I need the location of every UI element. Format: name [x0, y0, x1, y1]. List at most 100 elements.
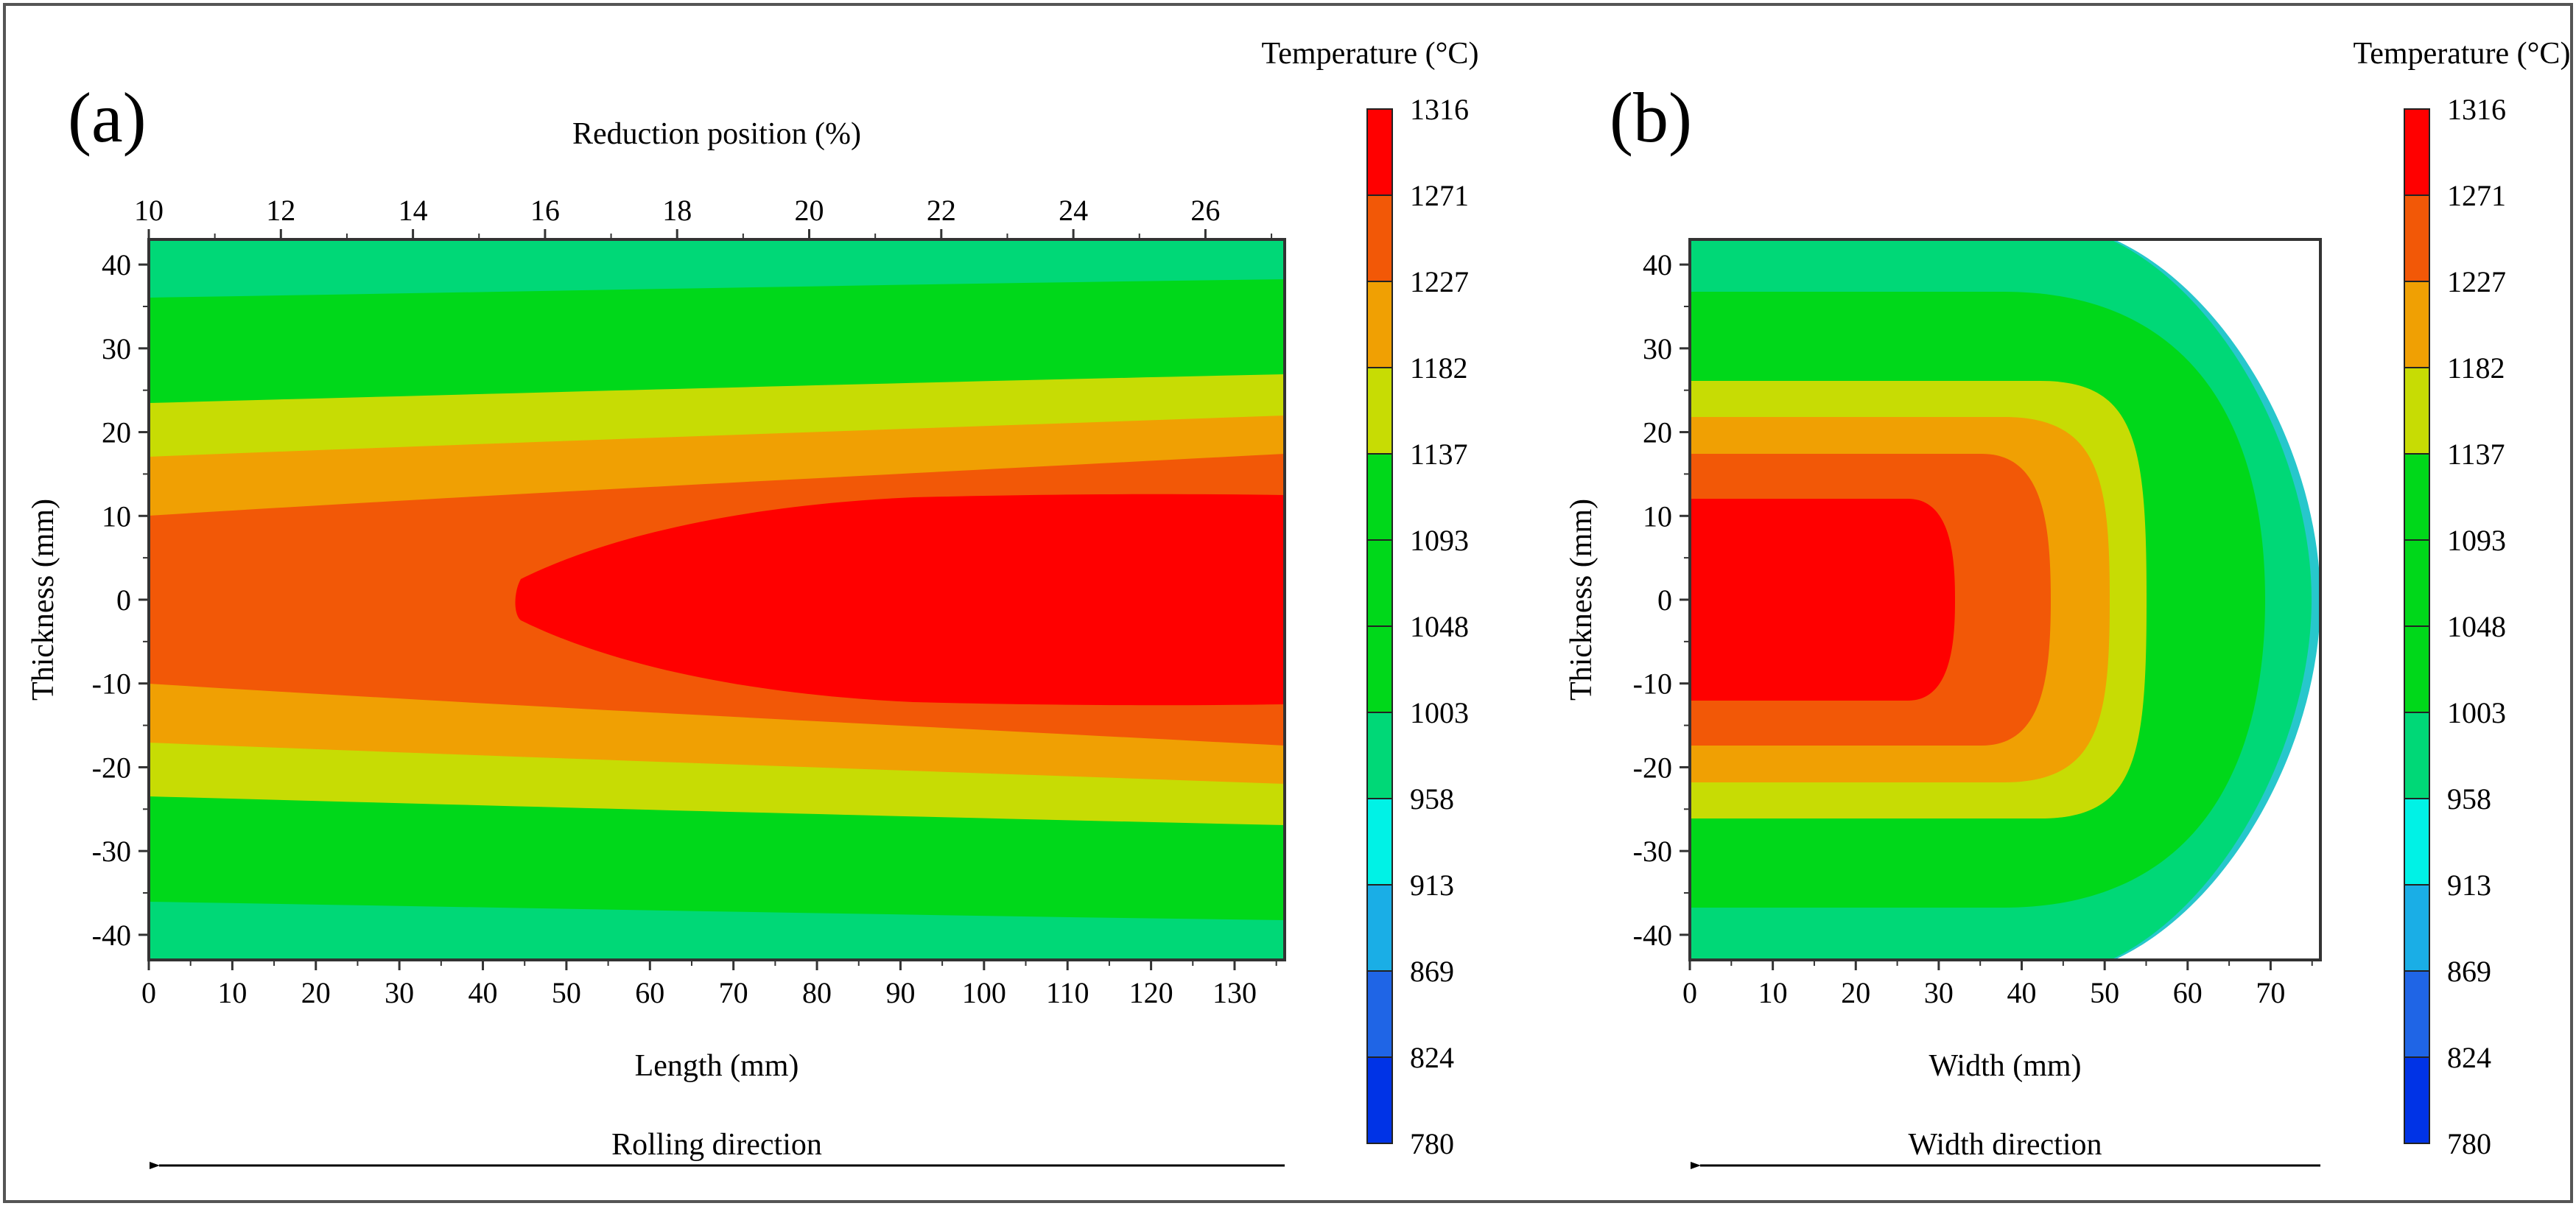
colorbar-b-swatch [2404, 454, 2429, 541]
colorbar-b-swatch [2404, 281, 2429, 368]
panel-b-x-tick-label: 40 [2007, 976, 2037, 1009]
panel-a-y-tick-label: 0 [116, 583, 131, 617]
panel-a-x-tick-label: 30 [385, 976, 414, 1009]
panel-b-x-tick-label: 10 [1758, 976, 1788, 1009]
colorbar-a-level-label: 1271 [1410, 179, 1469, 212]
colorbar-b-level-label: 913 [2447, 869, 2491, 902]
panel-a-top-tick-label: 18 [662, 194, 692, 227]
panel-a-y-tick-label: 10 [102, 499, 131, 533]
colorbar-b-title: Temperature (°C) [2354, 37, 2571, 71]
panel-a-direction-label: Rolling direction [611, 1128, 822, 1162]
panel-b-x-tick-label: 20 [1841, 976, 1870, 1009]
colorbar-b-level-label: 958 [2447, 782, 2491, 816]
panel-a-secondary-xlabel: Reduction position (%) [572, 117, 861, 151]
panel-b-x-tick-label: 50 [2090, 976, 2119, 1009]
colorbar-a-level-label: 1227 [1410, 265, 1469, 298]
colorbar-a-swatch [1367, 626, 1392, 713]
colorbar-a-swatch [1367, 454, 1392, 541]
colorbar-b-swatch [2404, 971, 2429, 1058]
panel-b-ylabel: Thickness (mm) [1565, 499, 1598, 701]
panel-b-x-tick-label: 0 [1682, 976, 1697, 1009]
colorbar-b-swatch [2404, 195, 2429, 282]
panel-a-top-tick-label: 26 [1190, 194, 1220, 227]
colorbar-a-level-label: 1182 [1410, 351, 1468, 385]
panel-a-x-tick-label: 20 [301, 976, 331, 1009]
colorbar-b-level-label: 1271 [2447, 179, 2506, 212]
panel-b-y-tick-label: 10 [1643, 499, 1672, 533]
panel-a-secondary-ticks: 10 12 14 16 18 20 22 24 26 [134, 194, 1273, 239]
panel-b-xlabel: Width (mm) [1929, 1049, 2081, 1083]
colorbar-a-level-label: 1048 [1410, 610, 1469, 643]
colorbar-b-level-label: 869 [2447, 955, 2491, 988]
panel-a-y-ticks: 40 30 20 10 0 -10 -20 -30 -40 [92, 248, 149, 952]
panel-a-x-tick-label: 40 [468, 976, 498, 1009]
colorbar-b-level-label: 1003 [2447, 696, 2506, 729]
colorbar-b-swatch [2404, 626, 2429, 713]
panel-a-top-tick-label: 12 [266, 194, 295, 227]
colorbar-b-level-label: 1227 [2447, 265, 2506, 298]
colorbar-b: Temperature (°C) 1316 1271 1227 1182 1137 109… [2354, 37, 2571, 1160]
panel-a-y-tick-label: -30 [92, 835, 131, 868]
panel-b-x-tick-label: 30 [1924, 976, 1954, 1009]
panel-a-top-tick-label: 24 [1059, 194, 1088, 227]
panel-b-y-tick-label: -20 [1633, 751, 1672, 784]
panel-a-top-tick-label: 20 [795, 194, 824, 227]
colorbar-b-swatch [2404, 885, 2429, 972]
panel-a-y-tick-label: 40 [102, 248, 131, 281]
panel-a-x-tick-label: 60 [635, 976, 664, 1009]
colorbar-a-swatch [1367, 885, 1392, 972]
panel-b: (b) 0 10 20 30 40 50 60 70 40 30 20 10 0 -10 -20 -30 -4… [1565, 78, 2322, 1169]
panel-a-x-tick-label: 100 [962, 976, 1006, 1009]
panel-b-label: (b) [1610, 78, 1692, 157]
panel-a-top-tick-label: 16 [530, 194, 560, 227]
colorbar-b-level-label: 1048 [2447, 610, 2506, 643]
panel-a-y-tick-label: -40 [92, 919, 131, 952]
colorbar-a-swatch [1367, 1057, 1392, 1144]
colorbar-a: Temperature (°C) 1316 1271 1227 1182 1137 109… [1262, 37, 1479, 1160]
colorbar-b-swatch [2404, 368, 2429, 455]
panel-b-y-tick-label: 40 [1643, 248, 1672, 281]
panel-b-y-tick-label: 30 [1643, 332, 1672, 365]
colorbar-a-swatch [1367, 712, 1392, 799]
panel-a-xlabel: Length (mm) [635, 1049, 799, 1083]
panel-a-x-tick-label: 80 [802, 976, 832, 1009]
colorbar-a-level-label: 1316 [1410, 93, 1469, 126]
colorbar-a-swatch [1367, 195, 1392, 282]
panel-b-y-tick-label: 20 [1643, 416, 1672, 449]
panel-a-x-ticks: 0 10 20 30 40 50 60 70 80 90 100 110 120 130 [141, 960, 1277, 1009]
colorbar-b-swatch [2404, 109, 2429, 196]
panel-b-direction-label: Width direction [1908, 1128, 2102, 1162]
panel-a-y-tick-label: 30 [102, 332, 131, 365]
panel-a-top-tick-label: 10 [134, 194, 164, 227]
colorbar-a-swatch [1367, 971, 1392, 1058]
panel-a-x-tick-label: 130 [1212, 976, 1257, 1009]
panel-b-y-tick-label: -40 [1633, 919, 1672, 952]
panel-b-y-ticks: 40 30 20 10 0 -10 -20 -30 -40 [1633, 248, 1690, 952]
colorbar-b-swatch [2404, 540, 2429, 627]
panel-b-x-tick-label: 60 [2173, 976, 2203, 1009]
panel-b-contour-field [1690, 239, 2320, 960]
panel-a-top-tick-label: 22 [927, 194, 956, 227]
colorbar-b-level-label: 1316 [2447, 93, 2506, 126]
panel-b-x-tick-label: 70 [2256, 976, 2285, 1009]
colorbar-b-level-label: 824 [2447, 1041, 2491, 1074]
colorbar-a-swatch [1367, 368, 1392, 455]
colorbar-a-swatch [1367, 540, 1392, 627]
panel-b-band-1271-1316 [1690, 499, 1955, 701]
panel-a-contour-field [149, 239, 1285, 960]
colorbar-a-swatch [1367, 109, 1392, 196]
colorbar-b-swatch [2404, 799, 2429, 886]
colorbar-a-swatch [1367, 799, 1392, 886]
colorbar-a-level-label: 913 [1410, 869, 1454, 902]
colorbar-b-swatch [2404, 1057, 2429, 1144]
panel-b-y-tick-label: -30 [1633, 835, 1672, 868]
colorbar-a-level-label: 869 [1410, 955, 1454, 988]
panel-a: (a) Reduction position (%) 10 12 14 16 18 20 2… [27, 78, 1286, 1169]
panel-a-x-tick-label: 120 [1129, 976, 1173, 1009]
colorbar-a-level-label: 824 [1410, 1041, 1454, 1074]
colorbar-b-level-label: 1093 [2447, 524, 2506, 557]
panel-a-ylabel: Thickness (mm) [27, 499, 60, 701]
panel-b-x-ticks: 0 10 20 30 40 50 60 70 [1682, 960, 2313, 1009]
colorbar-a-swatch [1367, 281, 1392, 368]
